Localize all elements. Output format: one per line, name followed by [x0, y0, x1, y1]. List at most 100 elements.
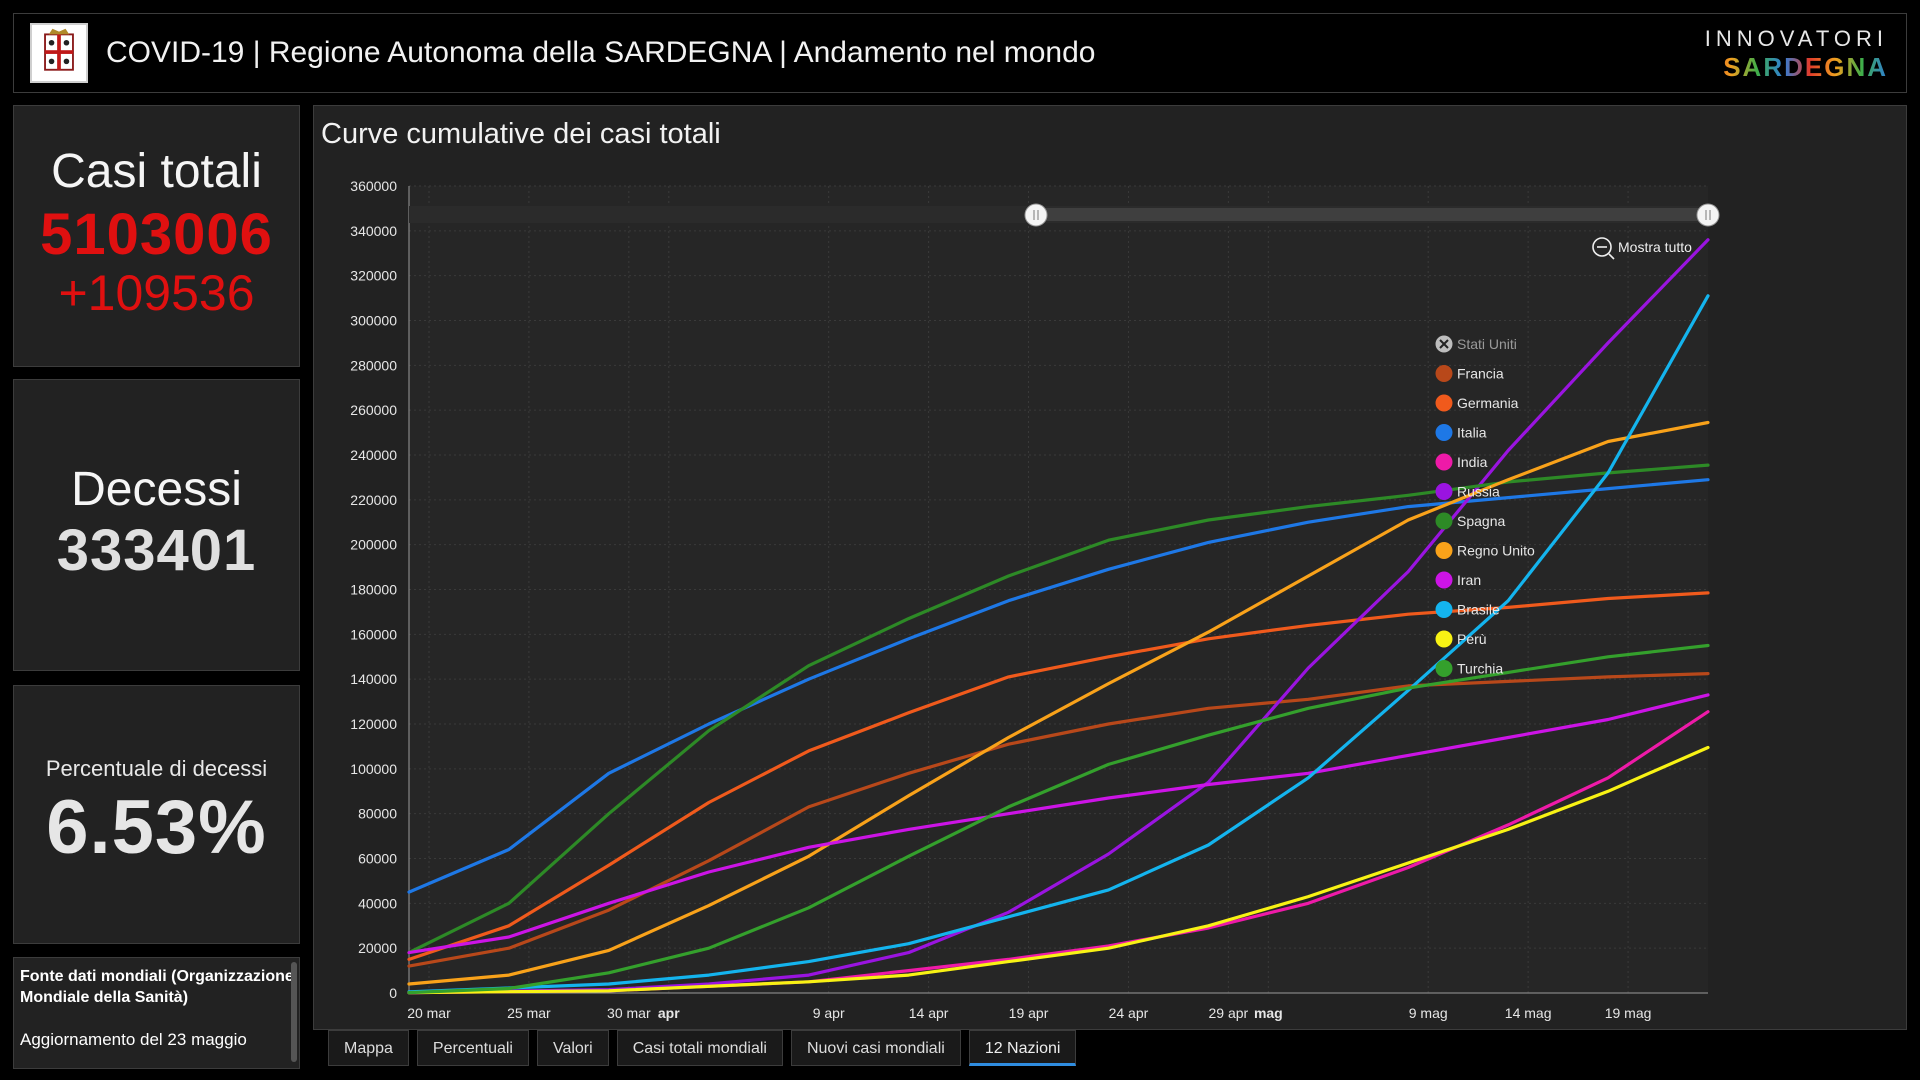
show-all-label: Mostra tutto: [1618, 239, 1692, 255]
x-tick-label: 29 apr: [1209, 1005, 1249, 1021]
legend-label: Perù: [1457, 631, 1487, 647]
series-line-regno-unito[interactable]: [407, 420, 1710, 986]
series-line-francia[interactable]: [407, 671, 1710, 968]
series-line-per-[interactable]: [407, 745, 1710, 995]
brand-logo: INNOVATORI SARDEGNA: [1705, 26, 1888, 83]
plot-area: [409, 186, 1708, 993]
legend-item[interactable]: Russia: [1435, 483, 1501, 500]
chart-panel: 0 20000 40000 60000 80000 100000 120000 140000 1…: [313, 105, 1907, 1030]
legend-item[interactable]: Spagna: [1435, 512, 1506, 530]
total-cases-label: Casi totali: [51, 145, 262, 198]
total-cases-delta: +109536: [58, 265, 255, 321]
y-tick-label: 180000: [350, 582, 397, 598]
page-title: COVID-19 | Regione Autonoma della SARDEG…: [106, 36, 1096, 69]
show-all-button[interactable]: Mostra tutto: [1592, 237, 1692, 260]
legend-marker: [1435, 365, 1453, 382]
y-tick-label: 220000: [350, 492, 397, 508]
legend-item[interactable]: Perù: [1435, 630, 1487, 648]
x-tick-label: 9 mag: [1409, 1005, 1448, 1021]
y-tick-label: 20000: [358, 940, 397, 956]
zoom-out-icon: [1592, 237, 1612, 257]
x-tick-label: mag: [1254, 1005, 1283, 1021]
zoom-handle[interactable]: [1024, 203, 1048, 227]
legend-item[interactable]: Regno Unito: [1435, 542, 1536, 559]
legend-item[interactable]: Stati Uniti: [1435, 335, 1517, 353]
legend-item[interactable]: Iran: [1435, 571, 1482, 589]
legend-label: Regno Unito: [1457, 543, 1535, 559]
series-line-italia[interactable]: [407, 478, 1710, 894]
tab-casi-totali-mondiali[interactable]: Casi totali mondiali: [616, 1030, 783, 1066]
zoom-out-icon-handle: [1608, 253, 1615, 260]
zoom-handle[interactable]: [1696, 203, 1720, 227]
y-tick-label: 80000: [358, 806, 397, 822]
legend-label: India: [1457, 454, 1488, 470]
x-tick-label: 14 mag: [1505, 1005, 1552, 1021]
legend-marker: [1435, 483, 1453, 500]
series-line-turchia[interactable]: [407, 643, 1710, 995]
series-line-spagna[interactable]: [407, 463, 1710, 955]
tab-nuovi-casi-mondiali[interactable]: Nuovi casi mondiali: [790, 1030, 961, 1066]
legend-marker: [1435, 660, 1453, 677]
x-tick-label: 19 apr: [1009, 1005, 1049, 1021]
series-line-russia[interactable]: [407, 238, 1710, 995]
x-tick-label: 19 mag: [1605, 1005, 1652, 1021]
legend-item[interactable]: Italia: [1435, 424, 1487, 441]
death-rate-value: 6.53%: [46, 785, 267, 870]
legend-label: Turchia: [1457, 661, 1503, 677]
line-chart: 0 20000 40000 60000 80000 100000 120000 140000 1…: [350, 178, 1720, 1021]
y-tick-label: 240000: [350, 447, 397, 463]
y-tick-label: 300000: [350, 313, 397, 329]
legend-item[interactable]: India: [1435, 453, 1488, 471]
legend-label: Spagna: [1457, 513, 1505, 529]
tab-valori[interactable]: Valori: [536, 1030, 609, 1066]
y-tick-label: 340000: [350, 223, 397, 239]
legend-marker: [1435, 394, 1453, 412]
legend-item[interactable]: Francia: [1435, 365, 1504, 382]
x-tick-label: 30 mar: [607, 1005, 651, 1021]
x-tick-label: 24 apr: [1109, 1005, 1149, 1021]
deaths-value: 333401: [56, 518, 257, 583]
legend-marker: [1435, 601, 1453, 618]
legend-label: Russia: [1457, 484, 1500, 500]
deaths-card: Decessi 333401: [13, 379, 300, 671]
y-tick-label: 160000: [350, 626, 397, 642]
death-rate-label: Percentuale di decessi: [45, 756, 268, 781]
legend-marker: [1435, 424, 1453, 441]
source-scrollbar[interactable]: [291, 962, 297, 1062]
y-tick-label: 360000: [350, 178, 397, 194]
close-icon: [1439, 339, 1449, 349]
x-tick-label: 20 mar: [407, 1005, 451, 1021]
chart-title: Curve cumulative dei casi totali: [321, 118, 721, 150]
y-tick-label: 320000: [350, 268, 397, 284]
tab-mappa[interactable]: Mappa: [328, 1030, 409, 1066]
tab-percentuali[interactable]: Percentuali: [416, 1030, 529, 1066]
series-line-brasile[interactable]: [407, 294, 1710, 994]
legend-label: Stati Uniti: [1457, 336, 1517, 352]
y-tick-label: 120000: [350, 716, 397, 732]
x-tick-label: 9 apr: [813, 1005, 845, 1021]
zoom-scrollbar-thumb[interactable]: [1036, 208, 1708, 221]
legend-marker: [1435, 453, 1453, 471]
legend-marker: [1435, 630, 1453, 648]
total-cases-value: 5103006: [40, 202, 273, 267]
y-tick-label: 280000: [350, 357, 397, 373]
brand-logo-top: INNOVATORI: [1704, 26, 1888, 51]
tab-bar: Mappa Percentuali Valori Casi totali mondia…: [328, 1030, 1084, 1066]
legend-item[interactable]: Germania: [1435, 394, 1519, 412]
source-title: Fonte dati mondiali (Organizzazione Mond…: [20, 968, 294, 1006]
y-tick-label: 40000: [358, 895, 397, 911]
header-bar: COVID-19 | Regione Autonoma della SARDEG…: [13, 13, 1907, 93]
series-line-iran[interactable]: [407, 693, 1710, 955]
legend-item[interactable]: Brasile: [1435, 601, 1501, 618]
legend-marker: [1435, 571, 1453, 589]
y-tick-label: 100000: [350, 761, 397, 777]
legend-item[interactable]: Turchia: [1435, 660, 1504, 677]
tab-12-nazioni[interactable]: 12 Nazioni: [968, 1030, 1077, 1066]
source-update: Aggiornamento del 23 maggio: [20, 1030, 247, 1049]
y-tick-label: 0: [389, 985, 397, 1001]
series-line-germania[interactable]: [407, 591, 1710, 962]
death-rate-card: Percentuale di decessi 6.53%: [13, 685, 300, 944]
x-tick-label: 14 apr: [909, 1005, 949, 1021]
legend-label: Germania: [1457, 395, 1519, 411]
x-tick-label: apr: [658, 1005, 680, 1021]
